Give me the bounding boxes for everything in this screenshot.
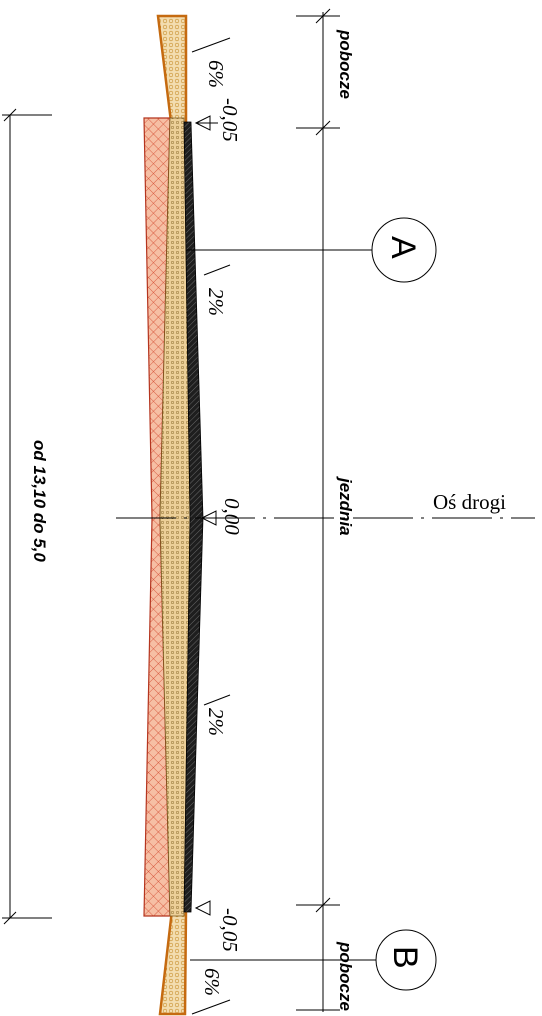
elevation-edge-bottom: -0,05	[218, 908, 242, 952]
elevation-edge-top: -0,05	[218, 98, 242, 142]
slope-shoulder-top: 6%	[204, 60, 228, 88]
detail-marker-a-shape	[186, 217, 437, 283]
shoulder-top-label: pobocze	[336, 30, 355, 99]
elevation-markers	[194, 115, 218, 916]
detail-marker-a: A	[384, 236, 422, 259]
detail-marker-b-shape	[190, 929, 437, 991]
slope-lane-bottom: 2%	[204, 708, 228, 736]
detail-marker-b: B	[386, 946, 424, 969]
reference-line-right	[296, 8, 340, 1012]
shoulder-top-layer	[156, 14, 188, 132]
slope-shoulder-bottom: 6%	[200, 968, 224, 996]
width-dimension-line	[2, 108, 52, 925]
width-range-label: od 13,10 do 5,0	[30, 440, 49, 562]
road-axis-label: Oś drogi	[433, 490, 506, 514]
shoulder-bottom-label: pobocze	[336, 942, 355, 1011]
slope-leaders	[191, 37, 231, 1015]
roadway-label: jezdnia	[336, 478, 355, 536]
shoulder-bottom-layer	[158, 908, 188, 1016]
asphalt-layer	[183, 121, 204, 913]
elevation-axis: 0,00	[220, 498, 244, 535]
slope-lane-top: 2%	[204, 288, 228, 316]
